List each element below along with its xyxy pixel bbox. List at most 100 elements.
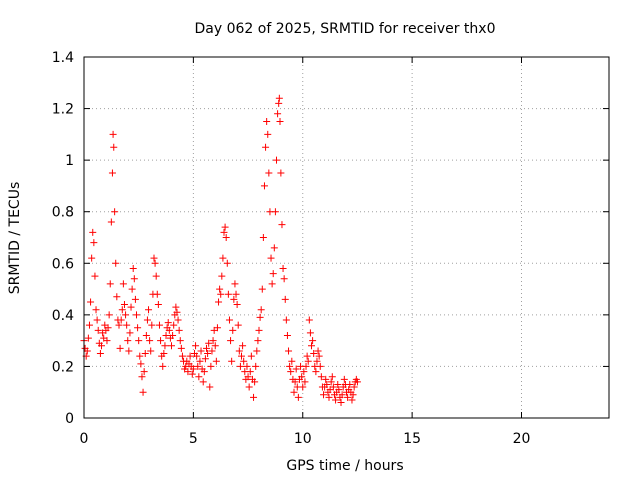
- data-point: [234, 321, 242, 329]
- data-point: [196, 357, 204, 365]
- data-point: [302, 362, 310, 370]
- data-point: [253, 347, 261, 355]
- data-point: [104, 324, 112, 332]
- data-point: [235, 347, 243, 355]
- data-point: [130, 275, 138, 283]
- data-point: [93, 316, 101, 324]
- data-point: [268, 280, 276, 288]
- data-point: [213, 324, 221, 332]
- data-point: [175, 326, 183, 334]
- data-point: [265, 169, 273, 177]
- data-point: [215, 298, 223, 306]
- data-point: [223, 259, 231, 267]
- data-point: [207, 362, 215, 370]
- x-tick-label: 0: [80, 431, 89, 447]
- data-point: [204, 350, 212, 358]
- data-point: [328, 373, 336, 381]
- data-point: [252, 362, 260, 370]
- data-point: [334, 380, 342, 388]
- data-point: [178, 352, 186, 360]
- data-point: [115, 321, 123, 329]
- data-point: [131, 295, 139, 303]
- data-point: [337, 399, 345, 407]
- y-tick-label: 0.2: [52, 359, 74, 375]
- data-point: [98, 342, 105, 350]
- data-points: [80, 94, 361, 407]
- data-point: [184, 368, 192, 376]
- data-point: [194, 362, 202, 370]
- data-point: [172, 303, 180, 311]
- data-point: [154, 301, 162, 309]
- data-point: [129, 264, 137, 272]
- data-point: [353, 378, 361, 386]
- y-tick-label: 1.2: [52, 102, 74, 118]
- data-point: [177, 344, 185, 352]
- data-point: [325, 393, 333, 401]
- data-point: [299, 383, 307, 391]
- data-point: [316, 362, 324, 370]
- data-point: [304, 357, 312, 365]
- data-point: [216, 285, 224, 293]
- data-point: [108, 169, 116, 177]
- data-point: [348, 396, 356, 404]
- data-point: [151, 259, 159, 267]
- data-point: [344, 393, 352, 401]
- data-point: [143, 316, 151, 324]
- data-point: [192, 342, 200, 350]
- data-point: [113, 293, 121, 301]
- data-point: [164, 319, 172, 327]
- data-point: [211, 342, 219, 350]
- data-point: [308, 342, 315, 350]
- data-point: [312, 368, 320, 376]
- data-point: [199, 378, 207, 386]
- axis-ticks: [83, 56, 609, 419]
- data-point: [227, 337, 235, 345]
- x-tick-label: 15: [403, 431, 421, 447]
- y-tick-label: 0.6: [52, 256, 74, 272]
- data-point: [186, 352, 194, 360]
- data-point: [244, 373, 252, 381]
- data-point: [119, 280, 127, 288]
- data-point: [89, 228, 97, 236]
- data-point: [110, 143, 118, 151]
- data-point: [150, 254, 158, 262]
- data-point: [256, 313, 264, 321]
- data-point: [224, 290, 232, 298]
- y-tick-label: 1: [65, 153, 74, 169]
- data-point: [281, 295, 289, 303]
- data-point: [125, 347, 133, 355]
- data-point: [124, 337, 132, 345]
- data-point: [246, 368, 254, 376]
- data-point: [315, 352, 323, 360]
- data-point: [300, 368, 308, 376]
- data-point: [270, 244, 278, 252]
- data-point: [221, 223, 229, 231]
- data-point: [205, 339, 213, 347]
- data-point: [251, 378, 259, 386]
- data-point: [332, 396, 340, 404]
- data-point: [346, 380, 354, 388]
- data-point: [349, 391, 357, 399]
- data-point: [203, 344, 210, 352]
- data-point: [201, 355, 209, 363]
- data-point: [243, 362, 251, 370]
- data-point: [288, 357, 296, 365]
- data-point: [247, 352, 255, 360]
- data-point: [218, 272, 226, 280]
- data-point: [280, 275, 288, 283]
- data-point: [283, 331, 291, 339]
- data-point: [161, 342, 169, 350]
- data-point: [117, 316, 125, 324]
- data-point: [162, 331, 170, 339]
- data-point: [106, 280, 114, 288]
- data-point: [322, 375, 330, 383]
- data-point: [327, 378, 335, 386]
- data-point: [120, 301, 128, 309]
- data-point: [298, 373, 306, 381]
- data-point: [160, 350, 168, 358]
- data-point: [189, 365, 197, 373]
- data-point: [122, 311, 130, 319]
- x-tick-label: 10: [294, 431, 312, 447]
- data-point: [169, 331, 177, 339]
